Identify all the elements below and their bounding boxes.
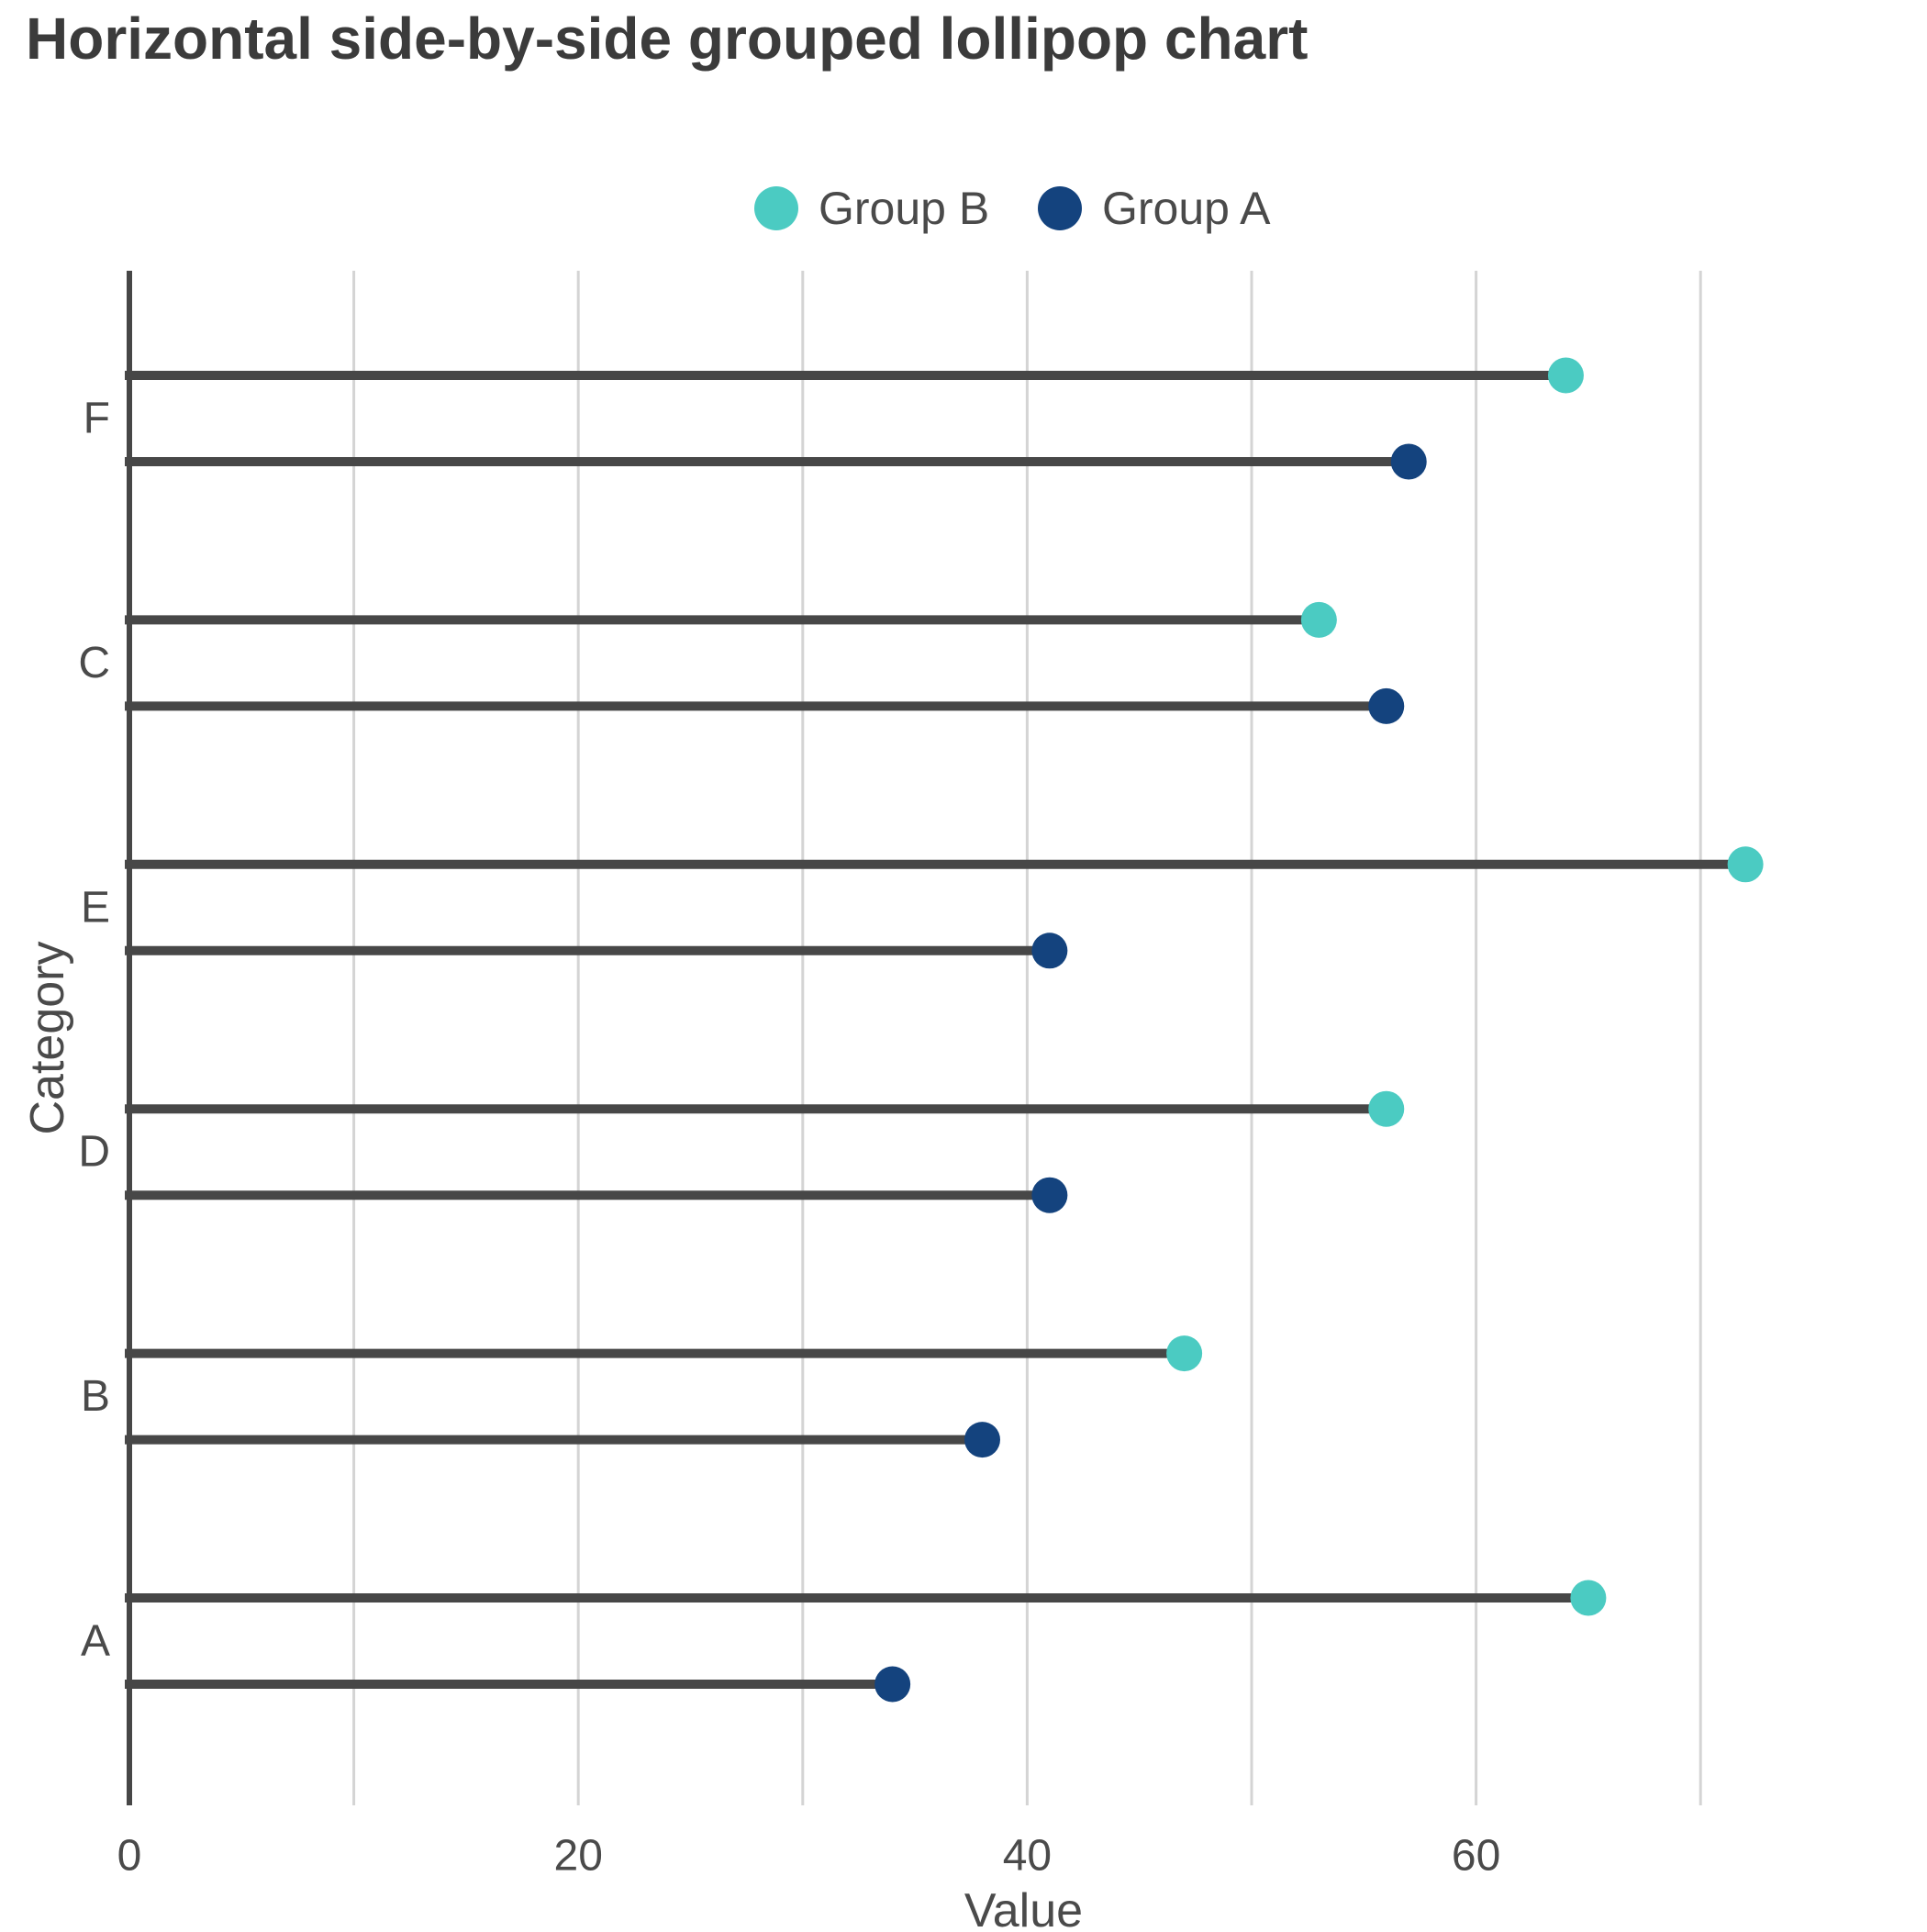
dot-D-group-b[interactable] <box>1368 1090 1405 1127</box>
y-tick-label-F: F <box>84 395 110 443</box>
lollipop-rows: F C E D B A <box>78 357 1764 1703</box>
dot-F-group-a[interactable] <box>1390 443 1427 480</box>
dot-D-group-a[interactable] <box>1031 1177 1068 1213</box>
dot-E-group-a[interactable] <box>1031 932 1068 969</box>
dot-F-group-b[interactable] <box>1547 357 1584 394</box>
dot-E-group-b[interactable] <box>1727 846 1764 883</box>
x-axis-title: Value <box>964 1884 1083 1927</box>
dot-B-group-b[interactable] <box>1166 1335 1203 1372</box>
x-tick-label-40: 40 <box>1003 1832 1052 1881</box>
y-tick-label-D: D <box>78 1128 110 1177</box>
y-tick-label-C: C <box>78 639 110 687</box>
legend-label-group-a[interactable]: Group A <box>1102 183 1271 234</box>
legend-marker-group-a-icon[interactable] <box>1038 186 1082 230</box>
dot-C-group-a[interactable] <box>1368 687 1405 724</box>
y-axis-title: Category <box>21 942 74 1135</box>
chart-title: Horizontal side-by-side grouped lollipop… <box>26 6 1308 72</box>
x-tick-label-0: 0 <box>117 1832 142 1881</box>
gridlines <box>352 271 1702 1805</box>
y-tick-label-A: A <box>81 1617 110 1666</box>
dot-A-group-a[interactable] <box>874 1666 911 1703</box>
dot-C-group-b[interactable] <box>1300 601 1337 638</box>
legend-marker-group-b-icon[interactable] <box>754 186 798 230</box>
x-tick-label-20: 20 <box>554 1832 603 1881</box>
legend: Group B Group A <box>754 183 1271 234</box>
y-tick-label-B: B <box>81 1372 110 1421</box>
legend-label-group-b[interactable]: Group B <box>819 183 989 234</box>
x-tick-label-60: 60 <box>1452 1832 1500 1881</box>
dot-B-group-a[interactable] <box>964 1422 1000 1458</box>
y-tick-label-E: E <box>81 883 110 932</box>
x-tick-labels: 0 20 40 60 <box>117 1832 1501 1881</box>
dot-A-group-b[interactable] <box>1570 1580 1607 1616</box>
